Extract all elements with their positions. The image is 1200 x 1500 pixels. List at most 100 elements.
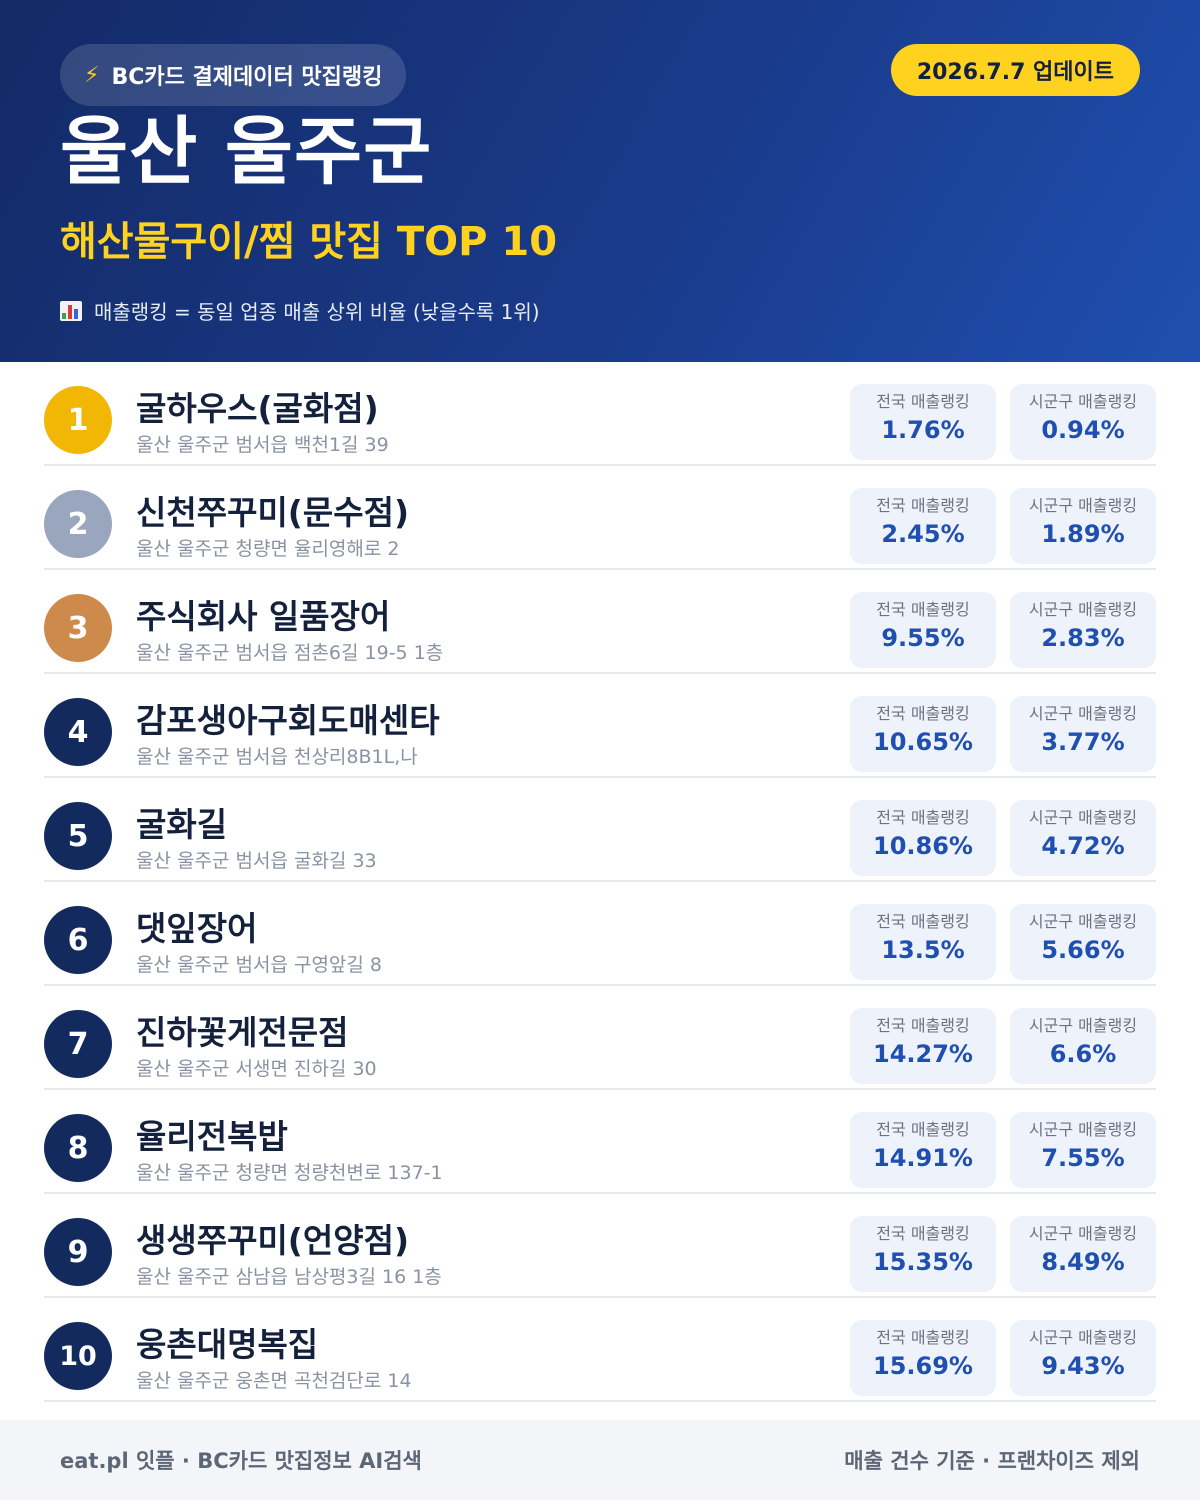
local-ranking-value: 2.83%	[1041, 624, 1125, 652]
national-ranking-value: 9.55%	[881, 624, 965, 652]
local-ranking-box: 시군구 매출랭킹 3.77%	[1010, 696, 1156, 772]
page-title: 울산 울주군	[60, 109, 433, 195]
national-ranking-box: 전국 매출랭킹 9.55%	[850, 592, 996, 668]
national-ranking-box: 전국 매출랭킹 10.65%	[850, 696, 996, 772]
restaurant-name: 웅촌대명복집	[136, 1325, 319, 1364]
rank-badge: 6	[44, 906, 112, 974]
local-ranking-value: 3.77%	[1041, 728, 1125, 756]
rank-badge: 7	[44, 1010, 112, 1078]
restaurant-name: 댓잎장어	[136, 909, 258, 948]
local-ranking-value: 8.49%	[1041, 1248, 1125, 1276]
footer-criteria: 매출 건수 기준 · 프랜차이즈 제외	[844, 1449, 1140, 1473]
national-ranking-value: 13.5%	[881, 936, 965, 964]
local-ranking-value: 6.6%	[1049, 1040, 1117, 1068]
local-ranking-box: 시군구 매출랭킹 0.94%	[1010, 384, 1156, 460]
restaurant-row[interactable]: 7 진하꽃게전문점 울산 울주군 서생면 진하길 30 전국 매출랭킹 14.2…	[44, 986, 1156, 1090]
source-tag: ⚡ BC카드 결제데이터 맛집랭킹	[60, 44, 407, 106]
local-ranking-label: 시군구 매출랭킹	[1028, 600, 1138, 619]
restaurant-row[interactable]: 4 감포생아구회도매센타 울산 울주군 범서읍 천상리8B1L,나 전국 매출랭…	[44, 674, 1156, 778]
restaurant-name: 굴하우스(굴화점)	[136, 389, 379, 428]
local-ranking-box: 시군구 매출랭킹 9.43%	[1010, 1320, 1156, 1396]
national-ranking-value: 14.27%	[873, 1040, 973, 1068]
local-ranking-box: 시군구 매출랭킹 7.55%	[1010, 1112, 1156, 1188]
local-ranking-label: 시군구 매출랭킹	[1028, 1120, 1138, 1139]
restaurant-address: 울산 울주군 웅촌면 곡천검단로 14	[136, 1370, 412, 1392]
national-ranking-box: 전국 매출랭킹 1.76%	[850, 384, 996, 460]
national-ranking-label: 전국 매출랭킹	[876, 1328, 970, 1347]
restaurant-address: 울산 울주군 청량면 율리영해로 2	[136, 538, 400, 560]
restaurant-address: 울산 울주군 서생면 진하길 30	[136, 1058, 377, 1080]
restaurant-row[interactable]: 5 굴화길 울산 울주군 범서읍 굴화길 33 전국 매출랭킹 10.86% 시…	[44, 778, 1156, 882]
restaurant-row[interactable]: 8 율리전복밥 울산 울주군 청량면 청량천변로 137-1 전국 매출랭킹 1…	[44, 1090, 1156, 1194]
footer: eat.pl 잇플 · BC카드 맛집정보 AI검색 매출 건수 기준 · 프랜…	[0, 1420, 1200, 1500]
restaurant-name: 주식회사 일품장어	[136, 597, 391, 636]
national-ranking-label: 전국 매출랭킹	[876, 496, 970, 515]
national-ranking-value: 14.91%	[873, 1144, 973, 1172]
rank-badge: 8	[44, 1114, 112, 1182]
local-ranking-value: 0.94%	[1041, 416, 1125, 444]
national-ranking-label: 전국 매출랭킹	[876, 912, 970, 931]
local-ranking-label: 시군구 매출랭킹	[1028, 1328, 1138, 1347]
national-ranking-label: 전국 매출랭킹	[876, 1120, 970, 1139]
local-ranking-value: 1.89%	[1041, 520, 1125, 548]
restaurant-row[interactable]: 3 주식회사 일품장어 울산 울주군 범서읍 점촌6길 19-5 1층 전국 매…	[44, 570, 1156, 674]
rank-badge: 9	[44, 1218, 112, 1286]
local-ranking-label: 시군구 매출랭킹	[1028, 912, 1138, 931]
local-ranking-label: 시군구 매출랭킹	[1028, 496, 1138, 515]
restaurant-name: 율리전복밥	[136, 1117, 288, 1156]
national-ranking-value: 10.86%	[873, 832, 973, 860]
local-ranking-label: 시군구 매출랭킹	[1028, 808, 1138, 827]
restaurant-address: 울산 울주군 삼남읍 남상평3길 16 1층	[136, 1266, 442, 1288]
national-ranking-label: 전국 매출랭킹	[876, 1224, 970, 1243]
ranking-note: 매출랭킹 = 동일 업종 매출 상위 비율 (낮을수록 1위)	[60, 296, 540, 325]
national-ranking-value: 15.35%	[873, 1248, 973, 1276]
update-badge: 2026.7.7 업데이트	[890, 44, 1140, 96]
rank-badge: 1	[44, 386, 112, 454]
national-ranking-label: 전국 매출랭킹	[876, 808, 970, 827]
local-ranking-value: 7.55%	[1041, 1144, 1125, 1172]
rank-badge: 5	[44, 802, 112, 870]
local-ranking-box: 시군구 매출랭킹 6.6%	[1010, 1008, 1156, 1084]
restaurant-row[interactable]: 10 웅촌대명복집 울산 울주군 웅촌면 곡천검단로 14 전국 매출랭킹 15…	[44, 1298, 1156, 1402]
national-ranking-value: 15.69%	[873, 1352, 973, 1380]
national-ranking-box: 전국 매출랭킹 15.69%	[850, 1320, 996, 1396]
local-ranking-label: 시군구 매출랭킹	[1028, 392, 1138, 411]
restaurant-row[interactable]: 2 신천쭈꾸미(문수점) 울산 울주군 청량면 율리영해로 2 전국 매출랭킹 …	[44, 466, 1156, 570]
restaurant-row[interactable]: 1 굴하우스(굴화점) 울산 울주군 범서읍 백천1길 39 전국 매출랭킹 1…	[44, 362, 1156, 466]
national-ranking-box: 전국 매출랭킹 14.91%	[850, 1112, 996, 1188]
page-subtitle: 해산물구이/찜 맛집 TOP 10	[60, 219, 558, 265]
national-ranking-label: 전국 매출랭킹	[876, 392, 970, 411]
restaurant-name: 생생쭈꾸미(언양점)	[136, 1221, 410, 1260]
restaurant-address: 울산 울주군 범서읍 백천1길 39	[136, 434, 389, 456]
national-ranking-box: 전국 매출랭킹 2.45%	[850, 488, 996, 564]
rank-badge: 3	[44, 594, 112, 662]
restaurant-name: 진하꽃게전문점	[136, 1013, 349, 1052]
source-tag-label: BC카드 결제데이터 맛집랭킹	[111, 65, 383, 90]
restaurant-name: 신천쭈꾸미(문수점)	[136, 493, 410, 532]
restaurant-row[interactable]: 9 생생쭈꾸미(언양점) 울산 울주군 삼남읍 남상평3길 16 1층 전국 매…	[44, 1194, 1156, 1298]
restaurant-name: 감포생아구회도매센타	[136, 701, 440, 740]
national-ranking-box: 전국 매출랭킹 10.86%	[850, 800, 996, 876]
header: ⚡ BC카드 결제데이터 맛집랭킹 2026.7.7 업데이트 울산 울주군 해…	[0, 0, 1200, 362]
lightning-icon: ⚡	[84, 62, 100, 88]
restaurant-address: 울산 울주군 범서읍 점촌6길 19-5 1층	[136, 642, 444, 664]
rank-badge: 10	[44, 1322, 112, 1390]
national-ranking-value: 1.76%	[881, 416, 965, 444]
national-ranking-box: 전국 매출랭킹 13.5%	[850, 904, 996, 980]
restaurant-row[interactable]: 6 댓잎장어 울산 울주군 범서읍 구영앞길 8 전국 매출랭킹 13.5% 시…	[44, 882, 1156, 986]
restaurant-address: 울산 울주군 범서읍 굴화길 33	[136, 850, 377, 872]
local-ranking-box: 시군구 매출랭킹 5.66%	[1010, 904, 1156, 980]
local-ranking-value: 5.66%	[1041, 936, 1125, 964]
local-ranking-value: 4.72%	[1041, 832, 1125, 860]
national-ranking-label: 전국 매출랭킹	[876, 1016, 970, 1035]
restaurant-name: 굴화길	[136, 805, 228, 844]
local-ranking-box: 시군구 매출랭킹 4.72%	[1010, 800, 1156, 876]
local-ranking-label: 시군구 매출랭킹	[1028, 1016, 1138, 1035]
national-ranking-box: 전국 매출랭킹 15.35%	[850, 1216, 996, 1292]
national-ranking-box: 전국 매출랭킹 14.27%	[850, 1008, 996, 1084]
restaurant-address: 울산 울주군 청량면 청량천변로 137-1	[136, 1162, 443, 1184]
restaurant-address: 울산 울주군 범서읍 구영앞길 8	[136, 954, 383, 976]
local-ranking-label: 시군구 매출랭킹	[1028, 1224, 1138, 1243]
rank-badge: 4	[44, 698, 112, 766]
local-ranking-label: 시군구 매출랭킹	[1028, 704, 1138, 723]
